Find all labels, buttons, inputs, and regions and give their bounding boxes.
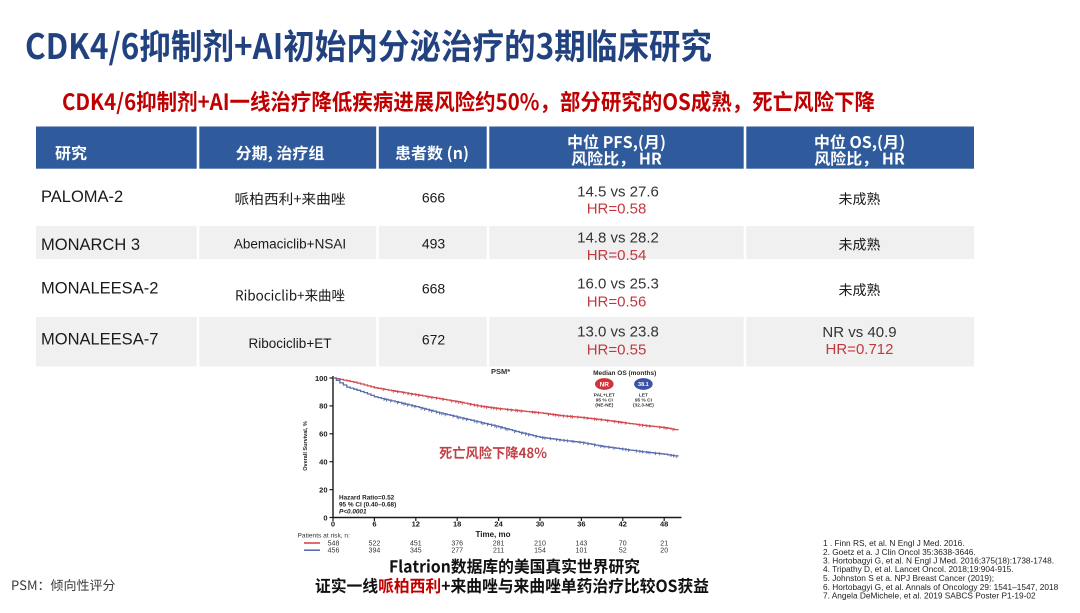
svg-text:MONALEESA-7: MONALEESA-7 <box>41 331 158 349</box>
svg-text:Ribociclib+ET: Ribociclib+ET <box>249 336 332 351</box>
svg-text:1 . Finn RS, et al. N Engl J M: 1 . Finn RS, et al. N Engl J Med. 2016. <box>823 538 965 548</box>
svg-text:PSM*: PSM* <box>491 367 510 376</box>
svg-text:MONARCH 3: MONARCH 3 <box>41 236 140 254</box>
svg-text:548: 548 <box>328 540 340 547</box>
svg-text:14.8 vs 28.2: 14.8 vs 28.2 <box>577 229 659 246</box>
svg-text:493: 493 <box>422 236 446 252</box>
svg-text:7. Angela DeMichele, et al. 20: 7. Angela DeMichele, et al. 2019 SABCS P… <box>823 591 1036 601</box>
svg-text:HR=0.56: HR=0.56 <box>587 294 647 311</box>
svg-text:668: 668 <box>422 281 446 297</box>
svg-text:21: 21 <box>660 540 668 547</box>
svg-text:143: 143 <box>576 540 588 547</box>
svg-text:5. Johnston S et a. NPJ Breast: 5. Johnston S et a. NPJ Breast Cancer (2… <box>823 573 994 583</box>
svg-text:Patients at risk, n:: Patients at risk, n: <box>298 533 351 540</box>
svg-text:345: 345 <box>410 548 422 555</box>
svg-text:HR=0.55: HR=0.55 <box>587 342 647 359</box>
svg-text:4. Tripathy D, et al. Lancet O: 4. Tripathy D, et al. Lancet Oncol. 2018… <box>823 564 1014 574</box>
svg-text:95 % CI: 95 % CI <box>635 397 653 403</box>
svg-text:154: 154 <box>534 548 546 555</box>
svg-text:PAL+LET: PAL+LET <box>594 393 615 399</box>
svg-text:451: 451 <box>410 540 422 547</box>
svg-text:24: 24 <box>494 520 503 529</box>
svg-text:0: 0 <box>323 513 327 522</box>
svg-text:48: 48 <box>660 520 668 529</box>
svg-text:281: 281 <box>493 540 505 547</box>
svg-text:3. Hortobagyi G, et al. N Engl: 3. Hortobagyi G, et al. N Engl J Med. 20… <box>823 556 1054 566</box>
svg-text:60: 60 <box>319 430 327 439</box>
svg-text:HR=0.58: HR=0.58 <box>587 201 647 218</box>
svg-text:42: 42 <box>619 520 627 529</box>
svg-text:Hazard Ratio=0.52: Hazard Ratio=0.52 <box>339 495 395 502</box>
svg-text:36: 36 <box>577 520 585 529</box>
svg-text:522: 522 <box>369 540 381 547</box>
svg-text:40: 40 <box>319 458 327 467</box>
svg-text:30: 30 <box>536 520 544 529</box>
svg-text:100: 100 <box>315 374 328 383</box>
svg-text:70: 70 <box>619 540 627 547</box>
svg-text:38.1: 38.1 <box>638 382 649 388</box>
svg-text:52: 52 <box>619 548 627 555</box>
svg-text:(32.3-NE): (32.3-NE) <box>633 402 654 408</box>
svg-text:14.5 vs 27.6: 14.5 vs 27.6 <box>577 184 659 201</box>
svg-text:376: 376 <box>451 540 463 547</box>
svg-text:HR=0.54: HR=0.54 <box>587 247 647 264</box>
svg-text:210: 210 <box>534 540 546 547</box>
svg-text:PALOMA-2: PALOMA-2 <box>41 188 123 206</box>
svg-text:13.0 vs 23.8: 13.0 vs 23.8 <box>577 324 659 341</box>
svg-text:101: 101 <box>576 548 588 555</box>
svg-text:16.0 vs 25.3: 16.0 vs 25.3 <box>577 276 659 293</box>
svg-text:6: 6 <box>372 520 376 529</box>
svg-text:95 % CI (0.40–0.68): 95 % CI (0.40–0.68) <box>339 502 396 509</box>
svg-text:HR=0.712: HR=0.712 <box>826 341 894 358</box>
svg-text:277: 277 <box>451 548 463 555</box>
svg-text:P<0.0001: P<0.0001 <box>339 509 367 516</box>
svg-text:NR vs 40.9: NR vs 40.9 <box>822 324 896 341</box>
svg-text:Time, mo: Time, mo <box>476 530 511 539</box>
svg-text:394: 394 <box>369 548 381 555</box>
svg-text:211: 211 <box>493 548 504 555</box>
svg-text:NR: NR <box>600 381 610 388</box>
svg-text:456: 456 <box>328 548 340 555</box>
svg-text:Overall Survival, %: Overall Survival, % <box>303 421 309 471</box>
svg-text:20: 20 <box>319 485 327 494</box>
svg-text:(NE-NE): (NE-NE) <box>595 402 614 408</box>
svg-text:95 % CI: 95 % CI <box>596 397 614 403</box>
svg-text:MONALEESA-2: MONALEESA-2 <box>41 280 158 298</box>
svg-text:Abemaciclib+NSAI: Abemaciclib+NSAI <box>234 237 346 252</box>
svg-text:80: 80 <box>319 402 327 411</box>
svg-text:12: 12 <box>412 520 420 529</box>
svg-text:6. Hortobagyi G, et al. Annals: 6. Hortobagyi G, et al. Annals of Oncolo… <box>823 582 1059 592</box>
svg-text:LET: LET <box>639 393 648 399</box>
svg-text:666: 666 <box>422 190 446 206</box>
svg-text:2. Goetz et a. J Clin Oncol 35: 2. Goetz et a. J Clin Oncol 35:3638-3646… <box>823 547 976 557</box>
svg-text:Median OS (months): Median OS (months) <box>593 370 656 377</box>
svg-text:0: 0 <box>331 520 335 529</box>
svg-text:20: 20 <box>660 548 668 555</box>
svg-text:672: 672 <box>422 332 446 348</box>
svg-text:18: 18 <box>453 520 461 529</box>
